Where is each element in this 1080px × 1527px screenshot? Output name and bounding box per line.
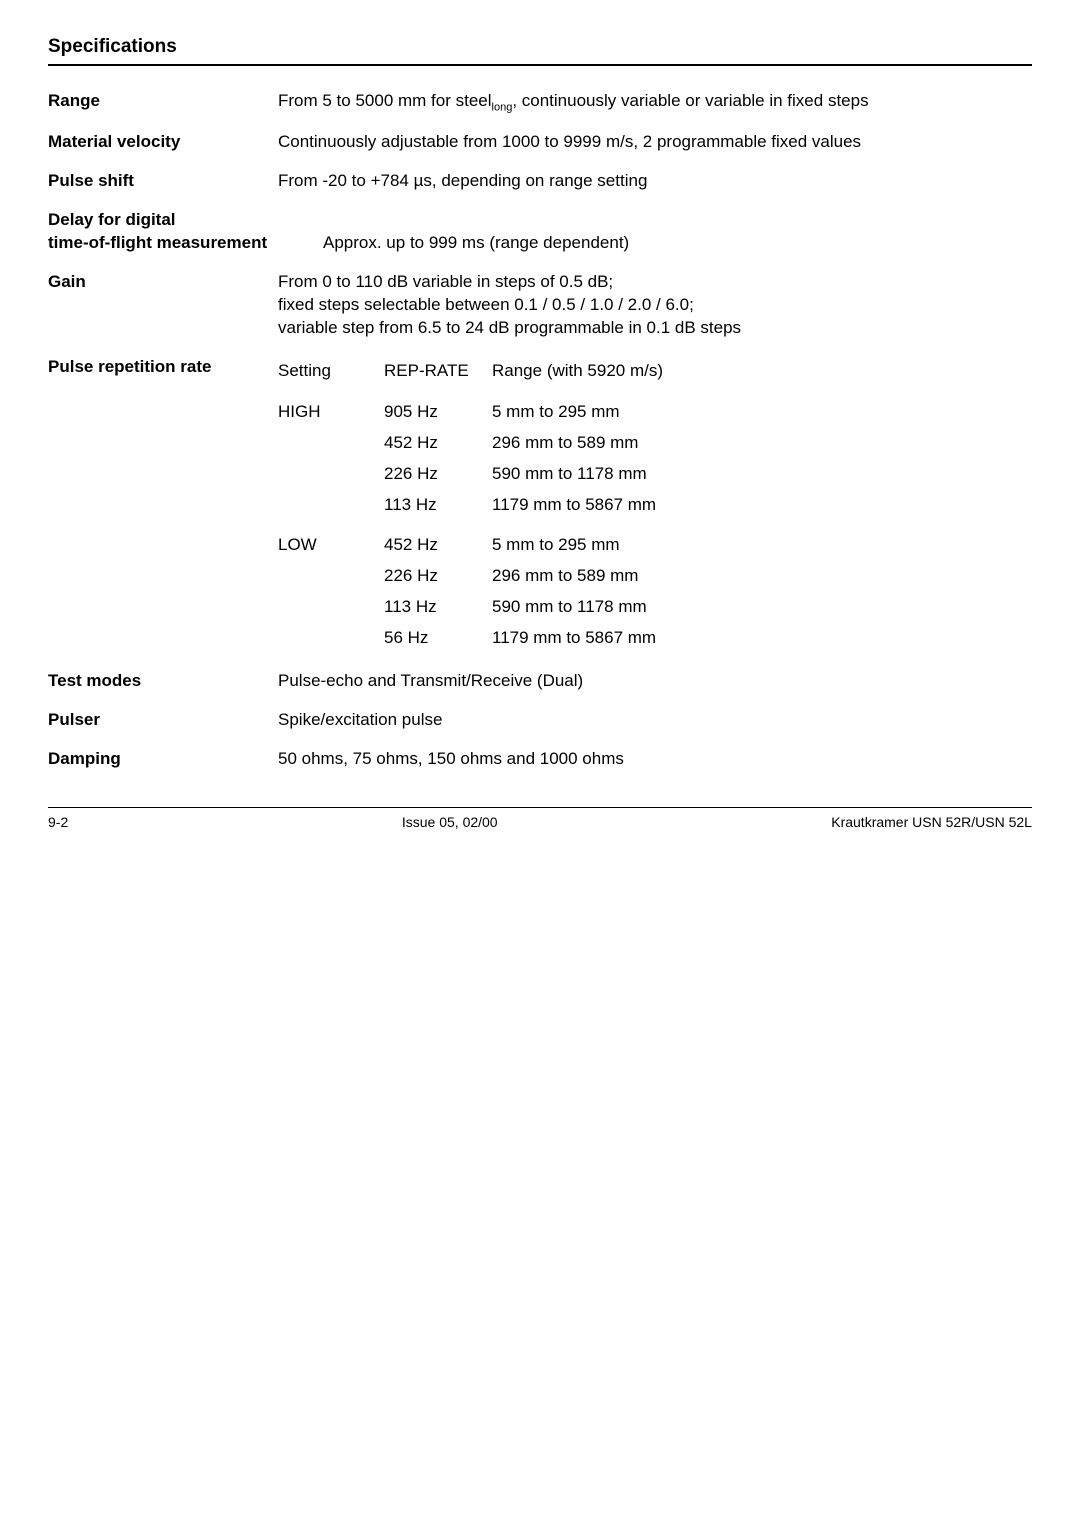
spec-value-gain: From 0 to 110 dB variable in steps of 0.… bbox=[278, 271, 1032, 340]
prr-range: 590 mm to 1178 mm bbox=[492, 463, 1032, 486]
spec-label-damping: Damping bbox=[48, 748, 278, 771]
prr-rate: 113 Hz bbox=[384, 494, 492, 517]
prr-group-low: LOW 452 Hz 5 mm to 295 mm 226 Hz 296 mm … bbox=[278, 530, 1032, 654]
spec-value-prr: Setting REP-RATE Range (with 5920 m/s) H… bbox=[278, 356, 1032, 654]
gain-line-1: fixed steps selectable between 0.1 / 0.5… bbox=[278, 294, 1032, 317]
prr-row: 56 Hz 1179 mm to 5867 mm bbox=[278, 623, 1032, 654]
prr-header-row: Setting REP-RATE Range (with 5920 m/s) bbox=[278, 356, 1032, 387]
spec-row-prr: Pulse repetition rate Setting REP-RATE R… bbox=[48, 350, 1032, 664]
spec-value-damping: 50 ohms, 75 ohms, 150 ohms and 1000 ohms bbox=[278, 748, 1032, 771]
spec-label-test-modes: Test modes bbox=[48, 670, 278, 693]
prr-row: 113 Hz 1179 mm to 5867 mm bbox=[278, 490, 1032, 521]
range-sub: long bbox=[492, 101, 513, 113]
prr-rate: 56 Hz bbox=[384, 627, 492, 650]
prr-range: 296 mm to 589 mm bbox=[492, 432, 1032, 455]
page: Specifications Range From 5 to 5000 mm f… bbox=[0, 0, 1080, 1527]
prr-range: 5 mm to 295 mm bbox=[492, 401, 1032, 424]
prr-header-reprate: REP-RATE bbox=[384, 360, 492, 383]
prr-header-range: Range (with 5920 m/s) bbox=[492, 360, 1032, 383]
prr-range: 1179 mm to 5867 mm bbox=[492, 494, 1032, 517]
spec-value-pulse-shift: From -20 to +784 µs, depending on range … bbox=[278, 170, 1032, 193]
footer-rule bbox=[48, 807, 1032, 808]
prr-row: LOW 452 Hz 5 mm to 295 mm bbox=[278, 530, 1032, 561]
prr-range: 1179 mm to 5867 mm bbox=[492, 627, 1032, 650]
prr-setting-low: LOW bbox=[278, 534, 384, 557]
prr-range: 5 mm to 295 mm bbox=[492, 534, 1032, 557]
spec-label-range: Range bbox=[48, 90, 278, 113]
spec-label-material-velocity: Material velocity bbox=[48, 131, 278, 154]
prr-header-setting: Setting bbox=[278, 360, 384, 383]
spec-label-pulser: Pulser bbox=[48, 709, 278, 732]
prr-group-high: HIGH 905 Hz 5 mm to 295 mm 452 Hz 296 mm… bbox=[278, 397, 1032, 521]
spec-value-test-modes: Pulse-echo and Transmit/Receive (Dual) bbox=[278, 670, 1032, 693]
spec-row-delay-line1: Delay for digital bbox=[48, 203, 1032, 232]
prr-rate: 905 Hz bbox=[384, 401, 492, 424]
range-post: , continuously variable or variable in f… bbox=[512, 91, 868, 110]
prr-row: 452 Hz 296 mm to 589 mm bbox=[278, 428, 1032, 459]
prr-table: Setting REP-RATE Range (with 5920 m/s) H… bbox=[278, 356, 1032, 654]
spec-row-pulser: Pulser Spike/excitation pulse bbox=[48, 703, 1032, 742]
prr-rate: 226 Hz bbox=[384, 565, 492, 588]
spec-value-pulser: Spike/excitation pulse bbox=[278, 709, 1032, 732]
page-footer: 9-2 Issue 05, 02/00 Krautkramer USN 52R/… bbox=[48, 812, 1032, 830]
spec-row-gain: Gain From 0 to 110 dB variable in steps … bbox=[48, 265, 1032, 350]
gain-line-2: variable step from 6.5 to 24 dB programm… bbox=[278, 317, 1032, 340]
spec-row-range: Range From 5 to 5000 mm for steellong, c… bbox=[48, 84, 1032, 125]
spec-row-material-velocity: Material velocity Continuously adjustabl… bbox=[48, 125, 1032, 164]
prr-rate: 452 Hz bbox=[384, 432, 492, 455]
spec-row-delay-line2: time-of-flight measurement Approx. up to… bbox=[48, 232, 1032, 265]
prr-row: 113 Hz 590 mm to 1178 mm bbox=[278, 592, 1032, 623]
gain-line-0: From 0 to 110 dB variable in steps of 0.… bbox=[278, 271, 1032, 294]
spec-value-delay: Approx. up to 999 ms (range dependent) bbox=[323, 232, 1032, 255]
spec-label-pulse-shift: Pulse shift bbox=[48, 170, 278, 193]
prr-range: 296 mm to 589 mm bbox=[492, 565, 1032, 588]
section-title: Specifications bbox=[48, 36, 1032, 66]
prr-rate: 452 Hz bbox=[384, 534, 492, 557]
footer-right: Krautkramer USN 52R/USN 52L bbox=[831, 814, 1032, 830]
spec-label-delay-line1: Delay for digital bbox=[48, 209, 278, 232]
spec-row-damping: Damping 50 ohms, 75 ohms, 150 ohms and 1… bbox=[48, 742, 1032, 781]
prr-range: 590 mm to 1178 mm bbox=[492, 596, 1032, 619]
spec-label-delay-line2: time-of-flight measurement bbox=[48, 232, 323, 255]
prr-row: 226 Hz 296 mm to 589 mm bbox=[278, 561, 1032, 592]
spec-label-prr: Pulse repetition rate bbox=[48, 356, 278, 379]
prr-rate: 226 Hz bbox=[384, 463, 492, 486]
spec-row-test-modes: Test modes Pulse-echo and Transmit/Recei… bbox=[48, 664, 1032, 703]
spec-value-range: From 5 to 5000 mm for steellong, continu… bbox=[278, 90, 1032, 115]
prr-row: HIGH 905 Hz 5 mm to 295 mm bbox=[278, 397, 1032, 428]
prr-rate: 113 Hz bbox=[384, 596, 492, 619]
spec-value-material-velocity: Continuously adjustable from 1000 to 999… bbox=[278, 131, 1032, 154]
spec-row-pulse-shift: Pulse shift From -20 to +784 µs, dependi… bbox=[48, 164, 1032, 203]
prr-setting-high: HIGH bbox=[278, 401, 384, 424]
spec-label-gain: Gain bbox=[48, 271, 278, 294]
range-pre: From 5 to 5000 mm for steel bbox=[278, 91, 492, 110]
prr-row: 226 Hz 590 mm to 1178 mm bbox=[278, 459, 1032, 490]
footer-left: 9-2 bbox=[48, 814, 68, 830]
footer-center: Issue 05, 02/00 bbox=[402, 814, 498, 830]
